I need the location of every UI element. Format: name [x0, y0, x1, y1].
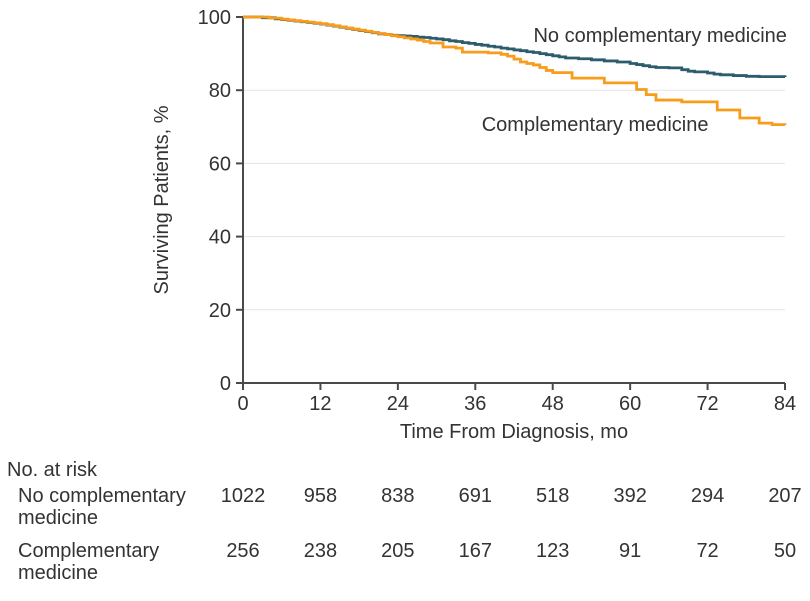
x-tick-label-84: 84: [774, 393, 796, 415]
at-risk-header: No. at risk: [7, 459, 98, 481]
km-curves-group: [243, 15, 787, 127]
at-risk-value-row0-col7: 207: [768, 485, 801, 507]
at-risk-values-group: 1022 958 838 691 518 392 294 207 256 238 205 167 123…: [221, 485, 802, 562]
x-tick-label-48: 48: [542, 393, 564, 415]
at-risk-value-row0-col3: 691: [459, 485, 492, 507]
at-risk-row1-label-line1: Complementary: [18, 540, 159, 562]
at-risk-value-row1-col0: 256: [226, 540, 259, 562]
y-tick-label-0: 0: [220, 373, 231, 395]
at-risk-value-row0-col5: 392: [613, 485, 646, 507]
x-tick-label-24: 24: [387, 393, 409, 415]
at-risk-value-row0-col1: 958: [304, 485, 337, 507]
y-tick-label-20: 20: [209, 300, 231, 322]
curve-label-complementary-medicine: Complementary medicine: [482, 114, 709, 136]
x-tick-label-72: 72: [696, 393, 718, 415]
at-risk-value-row0-col6: 294: [691, 485, 724, 507]
x-tick-label-60: 60: [619, 393, 641, 415]
axes-group: [242, 17, 785, 384]
x-tick-label-12: 12: [309, 393, 331, 415]
tick-labels-group: 0 12 24 36 48 60 72 84 0 20 40 60 80 100: [198, 7, 797, 415]
at-risk-row1-label-line2: medicine: [18, 562, 98, 584]
at-risk-value-row1-col6: 72: [696, 540, 718, 562]
at-risk-value-row1-col5: 91: [619, 540, 641, 562]
y-tick-label-100: 100: [198, 7, 231, 29]
y-axis-title: Surviving Patients, %: [151, 105, 173, 294]
y-tick-label-80: 80: [209, 80, 231, 102]
x-tick-label-0: 0: [237, 393, 248, 415]
gridlines-group: [243, 89, 785, 311]
at-risk-value-row0-col4: 518: [536, 485, 569, 507]
at-risk-value-row1-col7: 50: [774, 540, 796, 562]
y-tick-label-40: 40: [209, 227, 231, 249]
at-risk-value-row1-col2: 205: [381, 540, 414, 562]
at-risk-row0-label-line1: No complementary: [18, 485, 186, 507]
x-axis-title: Time From Diagnosis, mo: [400, 421, 628, 443]
at-risk-value-row0-col2: 838: [381, 485, 414, 507]
at-risk-value-row1-col4: 123: [536, 540, 569, 562]
tick-marks-group: [236, 16, 786, 390]
at-risk-value-row1-col1: 238: [304, 540, 337, 562]
at-risk-value-row1-col3: 167: [459, 540, 492, 562]
x-tick-label-36: 36: [464, 393, 486, 415]
curve-label-no-complementary-medicine: No complementary medicine: [533, 25, 786, 47]
y-tick-label-60: 60: [209, 153, 231, 175]
at-risk-value-row0-col0: 1022: [221, 485, 266, 507]
at-risk-row0-label-line2: medicine: [18, 507, 98, 529]
km-curve-complementary-medicine: [243, 15, 787, 127]
